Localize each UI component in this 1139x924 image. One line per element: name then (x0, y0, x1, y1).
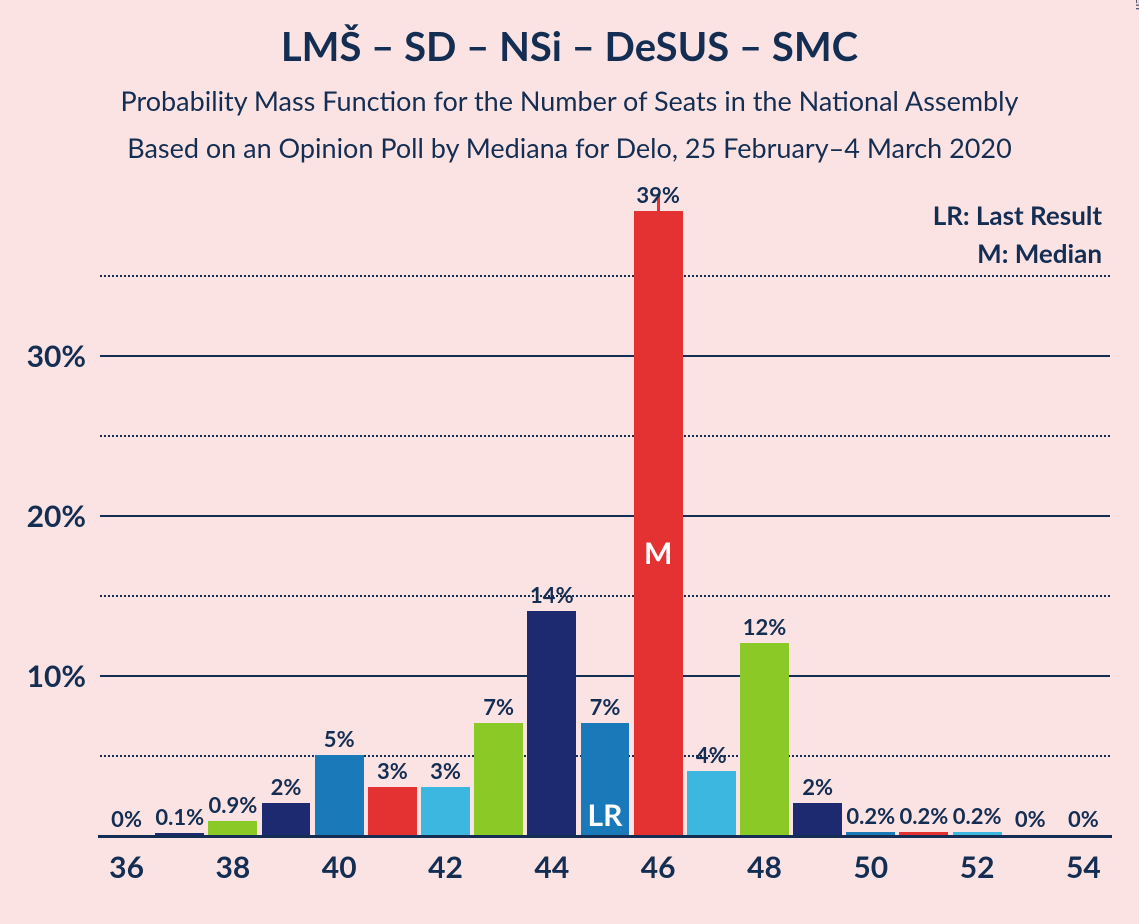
credit-text: © 2020 Filip van Laenen (1133, 0, 1139, 10)
bar-value-label: 0.2% (900, 802, 949, 829)
bar (687, 771, 736, 835)
bar-value-label: 0.1% (155, 803, 204, 830)
bar-value-label: 2% (271, 773, 302, 800)
x-tick-label: 36 (109, 849, 144, 885)
gridline-minor (100, 275, 1110, 277)
bar-value-label: 12% (743, 613, 787, 640)
bar (368, 787, 417, 835)
bar (208, 821, 257, 835)
bar-value-label: 0.2% (953, 802, 1002, 829)
median-marker: M (644, 535, 672, 571)
legend: LR: Last Result M: Median (933, 199, 1102, 269)
gridline-major (100, 675, 1110, 677)
x-tick-label: 54 (1066, 849, 1101, 885)
legend-lr: LR: Last Result (933, 199, 1102, 231)
x-tick-label: 42 (428, 849, 463, 885)
gridline-minor (100, 595, 1110, 597)
bar (421, 787, 470, 835)
bar-value-label: 0.2% (846, 802, 895, 829)
bar-value-label: 14% (530, 581, 574, 608)
bar (793, 803, 842, 835)
x-tick-label: 50 (853, 849, 888, 885)
bar-value-label: 7% (483, 693, 514, 720)
legend-m: M: Median (933, 237, 1102, 269)
x-tick-label: 40 (322, 849, 357, 885)
bar (953, 832, 1002, 835)
y-tick-label: 20% (0, 498, 86, 534)
gridline-major (100, 515, 1110, 517)
y-tick-label: 30% (0, 338, 86, 374)
bar-value-label: 3% (377, 757, 408, 784)
chart-subtitle-1: Probability Mass Function for the Number… (0, 84, 1139, 117)
bar (634, 211, 683, 835)
y-tick-label: 10% (0, 658, 86, 694)
chart-subtitle-2: Based on an Opinion Poll by Mediana for … (0, 131, 1139, 164)
bar (740, 643, 789, 835)
bar-value-label: 0% (111, 805, 142, 832)
chart-title: LMŠ – SD – NSi – DeSUS – SMC (0, 0, 1139, 70)
x-tick-label: 38 (215, 849, 250, 885)
bar-value-label: 3% (430, 757, 461, 784)
bar-value-label: 0% (1015, 805, 1046, 832)
last-result-marker: LR (588, 797, 623, 833)
bar (846, 832, 895, 835)
bar (155, 833, 204, 835)
x-tick-label: 52 (960, 849, 995, 885)
bar (474, 723, 523, 835)
x-tick-label: 48 (747, 849, 782, 885)
bar (899, 832, 948, 835)
chart-plot-area: LR: Last Result M: Median 36 38 40 42 44 46 48… (100, 195, 1110, 883)
x-tick-label: 46 (641, 849, 676, 885)
bar-value-label: 2% (802, 773, 833, 800)
bar (262, 803, 311, 835)
bar (315, 755, 364, 835)
bar-value-label: 0% (1068, 805, 1099, 832)
bar-value-label: 0.9% (209, 791, 258, 818)
bar-value-label: 7% (590, 693, 621, 720)
gridline-major (100, 355, 1110, 357)
bar (527, 611, 576, 835)
gridline-minor (100, 435, 1110, 437)
x-axis (98, 835, 1112, 838)
bar-value-label: 39% (636, 181, 680, 208)
x-tick-label: 44 (534, 849, 569, 885)
bar-value-label: 4% (696, 741, 727, 768)
bar-value-label: 5% (324, 725, 355, 752)
